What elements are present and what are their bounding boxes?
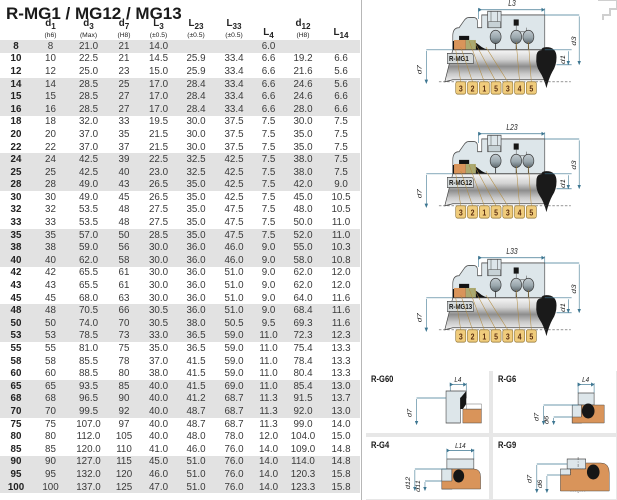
svg-text:L4: L4 bbox=[582, 377, 589, 385]
svg-text:d3: d3 bbox=[570, 36, 578, 46]
svg-text:5: 5 bbox=[529, 84, 533, 94]
svg-text:5: 5 bbox=[494, 332, 498, 342]
svg-text:4: 4 bbox=[518, 332, 522, 342]
svg-text:d1: d1 bbox=[559, 55, 567, 64]
svg-text:R-MG12: R-MG12 bbox=[449, 180, 472, 188]
svg-text:d7: d7 bbox=[527, 474, 533, 484]
svg-text:3: 3 bbox=[506, 332, 510, 342]
svg-text:L23: L23 bbox=[506, 124, 518, 132]
svg-text:d12: d12 bbox=[405, 477, 411, 490]
svg-text:5: 5 bbox=[494, 208, 498, 218]
svg-text:R-G4: R-G4 bbox=[371, 439, 389, 450]
svg-text:R-G60: R-G60 bbox=[371, 373, 394, 384]
svg-text:3: 3 bbox=[459, 208, 463, 218]
svg-text:L3: L3 bbox=[508, 0, 516, 8]
svg-text:4: 4 bbox=[518, 84, 522, 94]
svg-text:R-G9: R-G9 bbox=[498, 439, 516, 450]
svg-text:R-G6: R-G6 bbox=[498, 373, 516, 384]
svg-text:d7: d7 bbox=[415, 64, 423, 74]
svg-text:3: 3 bbox=[506, 208, 510, 218]
svg-text:L33: L33 bbox=[506, 248, 518, 256]
svg-text:d3: d3 bbox=[570, 160, 578, 170]
svg-text:2: 2 bbox=[471, 84, 475, 94]
svg-text:1: 1 bbox=[482, 208, 486, 218]
svg-text:L4: L4 bbox=[454, 377, 461, 385]
svg-text:5: 5 bbox=[529, 208, 533, 218]
svg-text:L14: L14 bbox=[455, 443, 466, 451]
svg-text:d7: d7 bbox=[415, 188, 423, 198]
svg-text:1: 1 bbox=[482, 84, 486, 94]
svg-text:1: 1 bbox=[482, 332, 486, 342]
svg-text:5: 5 bbox=[494, 84, 498, 94]
svg-text:d11: d11 bbox=[415, 480, 421, 492]
svg-text:d1: d1 bbox=[559, 179, 567, 188]
svg-text:d6: d6 bbox=[544, 416, 550, 424]
svg-text:d7: d7 bbox=[407, 408, 413, 418]
svg-text:4: 4 bbox=[518, 208, 522, 218]
svg-text:3: 3 bbox=[459, 84, 463, 94]
svg-text:d6: d6 bbox=[537, 480, 543, 488]
svg-text:R-MG13: R-MG13 bbox=[449, 304, 472, 312]
svg-text:d3: d3 bbox=[570, 284, 578, 294]
svg-text:2: 2 bbox=[471, 332, 475, 342]
svg-text:3: 3 bbox=[506, 84, 510, 94]
svg-text:3: 3 bbox=[459, 332, 463, 342]
svg-text:2: 2 bbox=[471, 208, 475, 218]
svg-text:d7: d7 bbox=[415, 312, 423, 322]
svg-text:5: 5 bbox=[529, 332, 533, 342]
svg-text:d7: d7 bbox=[534, 412, 540, 422]
svg-text:d1: d1 bbox=[559, 303, 567, 312]
